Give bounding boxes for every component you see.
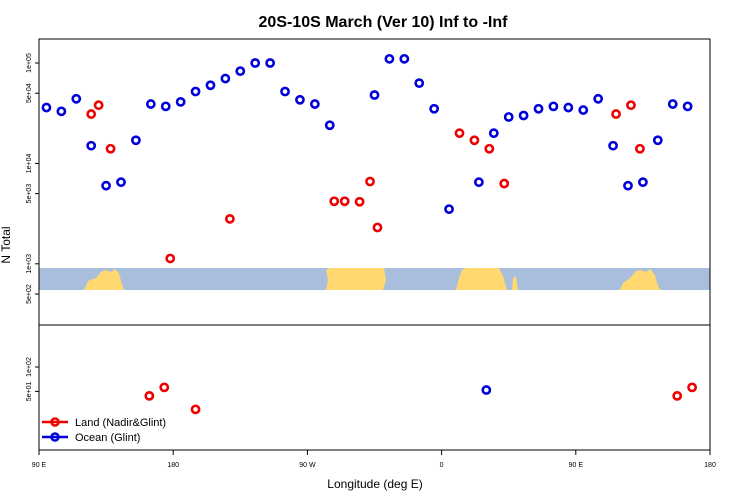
ocean-point-36 bbox=[623, 180, 633, 191]
land-point-4 bbox=[224, 214, 235, 224]
ocean-point-16 bbox=[280, 86, 290, 97]
ocean-point-24 bbox=[429, 103, 440, 114]
y-tick-label-0: 5e+02 bbox=[26, 284, 33, 304]
x-tick-label-3: 0 bbox=[440, 462, 444, 469]
ocean-point-20 bbox=[369, 90, 380, 100]
ocean-point-18 bbox=[309, 99, 320, 109]
ocean-point-13 bbox=[235, 66, 246, 77]
y-tick-label-2: 5e+03 bbox=[26, 184, 33, 204]
y-tick-label-4: 5e+04 bbox=[26, 83, 33, 103]
x-tick-label-0: 90 E bbox=[32, 462, 47, 469]
ocean-point-34 bbox=[593, 93, 604, 104]
x-tick-label-1: 180 bbox=[167, 462, 179, 469]
ocean-point-31 bbox=[548, 101, 559, 112]
ocean-point-40 bbox=[682, 101, 693, 112]
ocean-point-25 bbox=[444, 204, 454, 215]
ocean-point-2 bbox=[71, 93, 82, 104]
land-point-13 bbox=[499, 178, 510, 189]
ocean-point-6 bbox=[131, 135, 141, 146]
ocean-point-3 bbox=[86, 140, 97, 151]
land-point-16 bbox=[635, 143, 645, 154]
land-point-1 bbox=[93, 100, 104, 111]
land-point-12 bbox=[484, 143, 495, 154]
ocean-point-39 bbox=[667, 99, 678, 109]
ocean-point-19 bbox=[324, 120, 335, 131]
map-land-shape-2 bbox=[456, 268, 507, 290]
data-points bbox=[41, 53, 698, 415]
land-point-2 bbox=[105, 143, 116, 154]
y-axis-label: N Total bbox=[0, 226, 13, 263]
y-tick-label-1: 1e+03 bbox=[26, 254, 33, 274]
x-tick-label-2: 90 W bbox=[299, 462, 316, 469]
legend-marker-land bbox=[50, 417, 60, 427]
ocean-point-5 bbox=[116, 177, 126, 188]
map-land-shape-1 bbox=[326, 268, 386, 290]
ocean-point-21 bbox=[384, 53, 395, 64]
ocean-point-22 bbox=[399, 53, 410, 64]
land-point-3 bbox=[165, 253, 176, 264]
ocean-point-9 bbox=[175, 96, 186, 107]
ocean-point-32 bbox=[563, 102, 574, 113]
ocean-point-28 bbox=[503, 112, 514, 122]
ocean-point-1 bbox=[56, 106, 67, 117]
land-point-14 bbox=[611, 109, 621, 119]
ocean-point-11 bbox=[205, 80, 216, 91]
ocean-point-15 bbox=[265, 58, 276, 68]
y-axis: 5e+02 1e+03 5e+03 1e+04 5e+04 1e+05 5e+01 1e+02 bbox=[26, 53, 39, 401]
ocean-point-23 bbox=[414, 78, 425, 89]
map-land-shape-4 bbox=[512, 276, 518, 290]
ocean-point-0 bbox=[41, 102, 52, 113]
y-tick-label-3: 1e+04 bbox=[26, 153, 33, 173]
ocean-point-8 bbox=[160, 101, 171, 112]
ocean-point-17 bbox=[295, 94, 305, 105]
ocean-point-14 bbox=[250, 58, 261, 68]
x-tick-label-5: 180 bbox=[704, 462, 716, 469]
land-point-0 bbox=[86, 109, 97, 119]
x-axis-label: Longitude (deg E) bbox=[327, 477, 422, 491]
x-tick-label-4: 90 E bbox=[569, 462, 584, 469]
ocean-point-29 bbox=[518, 110, 529, 121]
ocean-point-27 bbox=[488, 128, 499, 139]
land-point-5 bbox=[329, 196, 340, 207]
ocean-point-37 bbox=[638, 177, 648, 188]
map-land-shape-0 bbox=[84, 269, 124, 290]
land-point-19 bbox=[190, 404, 201, 415]
land-point-21 bbox=[687, 382, 698, 393]
ocean-point-26 bbox=[473, 177, 484, 188]
lower-y-tick-label-0: 5e+01 bbox=[26, 381, 33, 401]
land-point-18 bbox=[159, 382, 170, 393]
x-axis: 90 E 180 90 W 0 90 E 180 bbox=[32, 450, 716, 469]
y-tick-label-5: 1e+05 bbox=[26, 53, 33, 73]
ocean-point-7 bbox=[145, 99, 156, 109]
legend-marker-ocean bbox=[50, 432, 60, 442]
ocean-point-38 bbox=[652, 135, 663, 146]
land-point-11 bbox=[469, 135, 480, 146]
land-point-20 bbox=[672, 390, 683, 401]
lower-y-tick-label-1: 1e+02 bbox=[26, 357, 33, 377]
land-point-8 bbox=[365, 176, 375, 187]
land-point-6 bbox=[339, 196, 350, 207]
ocean-point-30 bbox=[533, 103, 544, 114]
land-point-10 bbox=[454, 128, 465, 139]
legend: Land (Nadir&Glint) Ocean (Glint) bbox=[42, 417, 166, 444]
ocean-point-12 bbox=[220, 73, 231, 84]
land-point-7 bbox=[354, 196, 365, 207]
lower-panel-frame bbox=[38, 324, 711, 451]
chart-title: 20S-10S March (Ver 10) Inf to -Inf bbox=[259, 14, 509, 31]
map-strip bbox=[39, 268, 710, 290]
map-land bbox=[84, 268, 660, 290]
land-point-9 bbox=[372, 222, 383, 233]
map-land-shape-3 bbox=[620, 269, 660, 290]
land-point-17 bbox=[144, 390, 155, 401]
ocean-point-33 bbox=[578, 105, 589, 115]
ocean-point-10 bbox=[190, 86, 201, 97]
legend-label-land: Land (Nadir&Glint) bbox=[75, 417, 166, 429]
legend-label-ocean: Ocean (Glint) bbox=[75, 432, 140, 444]
ocean-point-41 bbox=[481, 385, 492, 395]
ocean-point-4 bbox=[101, 180, 111, 191]
land-point-15 bbox=[626, 100, 636, 111]
ocean-point-35 bbox=[608, 140, 618, 151]
